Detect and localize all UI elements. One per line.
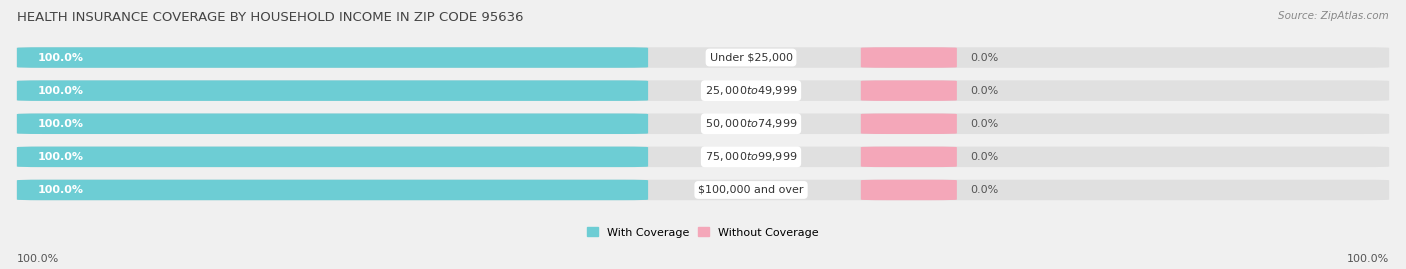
FancyBboxPatch shape bbox=[860, 114, 957, 134]
Text: $50,000 to $74,999: $50,000 to $74,999 bbox=[704, 117, 797, 130]
FancyBboxPatch shape bbox=[17, 80, 1389, 101]
FancyBboxPatch shape bbox=[17, 180, 648, 200]
FancyBboxPatch shape bbox=[17, 114, 648, 134]
Text: 0.0%: 0.0% bbox=[970, 185, 998, 195]
Text: Under $25,000: Under $25,000 bbox=[710, 52, 793, 62]
Text: 0.0%: 0.0% bbox=[970, 52, 998, 62]
Text: $25,000 to $49,999: $25,000 to $49,999 bbox=[704, 84, 797, 97]
FancyBboxPatch shape bbox=[17, 147, 1389, 167]
Text: $100,000 and over: $100,000 and over bbox=[699, 185, 804, 195]
Text: 100.0%: 100.0% bbox=[38, 185, 83, 195]
Text: 100.0%: 100.0% bbox=[38, 86, 83, 96]
FancyBboxPatch shape bbox=[17, 180, 1389, 200]
FancyBboxPatch shape bbox=[860, 147, 957, 167]
Text: 100.0%: 100.0% bbox=[38, 119, 83, 129]
FancyBboxPatch shape bbox=[17, 47, 648, 68]
Text: 0.0%: 0.0% bbox=[970, 86, 998, 96]
FancyBboxPatch shape bbox=[17, 114, 1389, 134]
Text: 100.0%: 100.0% bbox=[38, 52, 83, 62]
Text: 100.0%: 100.0% bbox=[38, 152, 83, 162]
FancyBboxPatch shape bbox=[17, 147, 648, 167]
Text: 100.0%: 100.0% bbox=[1347, 254, 1389, 264]
Text: 0.0%: 0.0% bbox=[970, 119, 998, 129]
FancyBboxPatch shape bbox=[860, 80, 957, 101]
Text: Source: ZipAtlas.com: Source: ZipAtlas.com bbox=[1278, 11, 1389, 21]
Legend: With Coverage, Without Coverage: With Coverage, Without Coverage bbox=[582, 223, 824, 242]
Text: HEALTH INSURANCE COVERAGE BY HOUSEHOLD INCOME IN ZIP CODE 95636: HEALTH INSURANCE COVERAGE BY HOUSEHOLD I… bbox=[17, 11, 523, 24]
FancyBboxPatch shape bbox=[860, 180, 957, 200]
Text: 100.0%: 100.0% bbox=[17, 254, 59, 264]
Text: $75,000 to $99,999: $75,000 to $99,999 bbox=[704, 150, 797, 163]
FancyBboxPatch shape bbox=[17, 80, 648, 101]
FancyBboxPatch shape bbox=[860, 47, 957, 68]
Text: 0.0%: 0.0% bbox=[970, 152, 998, 162]
FancyBboxPatch shape bbox=[17, 47, 1389, 68]
